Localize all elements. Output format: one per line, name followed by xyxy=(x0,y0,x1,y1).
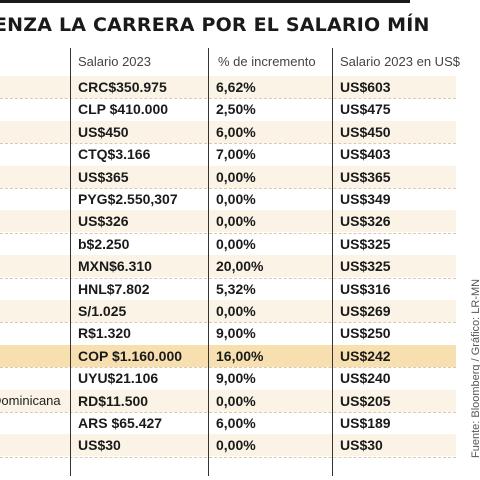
salary-cell: R$1.320 xyxy=(78,325,131,342)
column-divider xyxy=(70,48,71,476)
row-separator xyxy=(0,367,456,369)
row-separator xyxy=(0,232,456,234)
salary-cell: COP $1.160.000 xyxy=(78,347,183,364)
source-credit: Fuente: Bloomberg / Gráfico: LR-MN xyxy=(470,278,480,458)
country-cell: Dominicana xyxy=(0,392,61,408)
row-separator xyxy=(0,412,456,413)
salary-cell: ARS $65.427 xyxy=(78,415,163,431)
salary-cell: RD$11.500 xyxy=(78,392,149,409)
table-row xyxy=(0,165,456,188)
page-title: ENZA LA CARRERA POR EL SALARIO MÍNIMO xyxy=(0,14,430,36)
salary-cell: b$2.250 xyxy=(78,235,130,252)
usd-salary-cell: US$365 xyxy=(340,168,391,185)
usd-salary-cell: US$205 xyxy=(340,392,391,409)
salary-cell: CTQ$3.166 xyxy=(78,146,151,163)
usd-salary-cell: US$326 xyxy=(340,213,391,230)
usd-salary-cell: US$603 xyxy=(340,79,391,95)
usd-salary-cell: US$450 xyxy=(340,123,391,140)
increase-cell: 7,00% xyxy=(216,146,256,163)
salary-cell: PYG$2.550,307 xyxy=(78,191,178,207)
header-salary-2023: Salario 2023 xyxy=(78,54,151,69)
salary-cell: HNL$7.802 xyxy=(78,280,150,297)
table-row xyxy=(0,255,456,278)
row-separator xyxy=(0,188,456,189)
increase-cell: 5,32% xyxy=(216,280,256,297)
increase-cell: 2,50% xyxy=(216,101,256,118)
usd-salary-cell: US$240 xyxy=(340,370,391,387)
increase-cell: 16,00% xyxy=(216,347,264,364)
usd-salary-cell: US$349 xyxy=(340,191,391,207)
header-percent-increase: % de incremento xyxy=(218,54,316,69)
salary-cell: US$326 xyxy=(78,213,129,230)
table-row xyxy=(0,76,456,98)
usd-salary-cell: US$403 xyxy=(340,146,391,163)
salary-cell: S/1.025 xyxy=(78,303,127,319)
salary-cell: CLP $410.000 xyxy=(78,101,169,118)
usd-salary-cell: US$475 xyxy=(340,101,391,118)
increase-cell: 0,00% xyxy=(216,437,256,454)
row-separator xyxy=(0,143,456,145)
row-separator xyxy=(0,456,456,458)
usd-salary-cell: US$325 xyxy=(340,258,391,275)
increase-cell: 6,62% xyxy=(216,79,256,95)
usd-salary-cell: US$30 xyxy=(340,437,383,454)
row-separator xyxy=(0,98,456,100)
increase-cell: 0,00% xyxy=(216,235,256,252)
table-row xyxy=(0,210,456,233)
increase-cell: 6,00% xyxy=(216,123,256,140)
table-row xyxy=(0,434,456,457)
increase-cell: 0,00% xyxy=(216,303,256,319)
table-row-highlighted xyxy=(0,344,456,367)
salary-cell: UYU$21.106 xyxy=(78,370,159,387)
usd-salary-cell: US$316 xyxy=(340,280,391,297)
salary-cell: MXN$6.310 xyxy=(78,258,152,275)
usd-salary-cell: US$189 xyxy=(340,415,391,431)
increase-cell: 0,00% xyxy=(216,392,256,409)
column-divider xyxy=(208,48,209,476)
increase-cell: 9,00% xyxy=(216,370,256,387)
salary-cell: CRC$350.975 xyxy=(78,79,167,95)
header-salary-usd: Salario 2023 en US$ xyxy=(340,54,460,69)
increase-cell: 6,00% xyxy=(216,415,256,431)
usd-salary-cell: US$325 xyxy=(340,235,391,252)
table-row xyxy=(0,300,456,322)
salary-cell: US$450 xyxy=(78,123,129,140)
increase-cell: 0,00% xyxy=(216,213,256,230)
salary-cell: US$30 xyxy=(78,437,121,454)
salary-cell: US$365 xyxy=(78,168,129,185)
table-row xyxy=(0,389,456,412)
title-rule xyxy=(0,0,410,3)
usd-salary-cell: US$242 xyxy=(340,347,391,364)
increase-cell: 20,00% xyxy=(216,258,264,275)
row-separator xyxy=(0,322,456,324)
usd-salary-cell: US$269 xyxy=(340,303,391,319)
usd-salary-cell: US$250 xyxy=(340,325,391,342)
increase-cell: 9,00% xyxy=(216,325,256,342)
column-divider xyxy=(332,48,333,476)
row-separator xyxy=(0,277,456,279)
increase-cell: 0,00% xyxy=(216,191,256,207)
increase-cell: 0,00% xyxy=(216,168,256,185)
table-row xyxy=(0,120,456,143)
